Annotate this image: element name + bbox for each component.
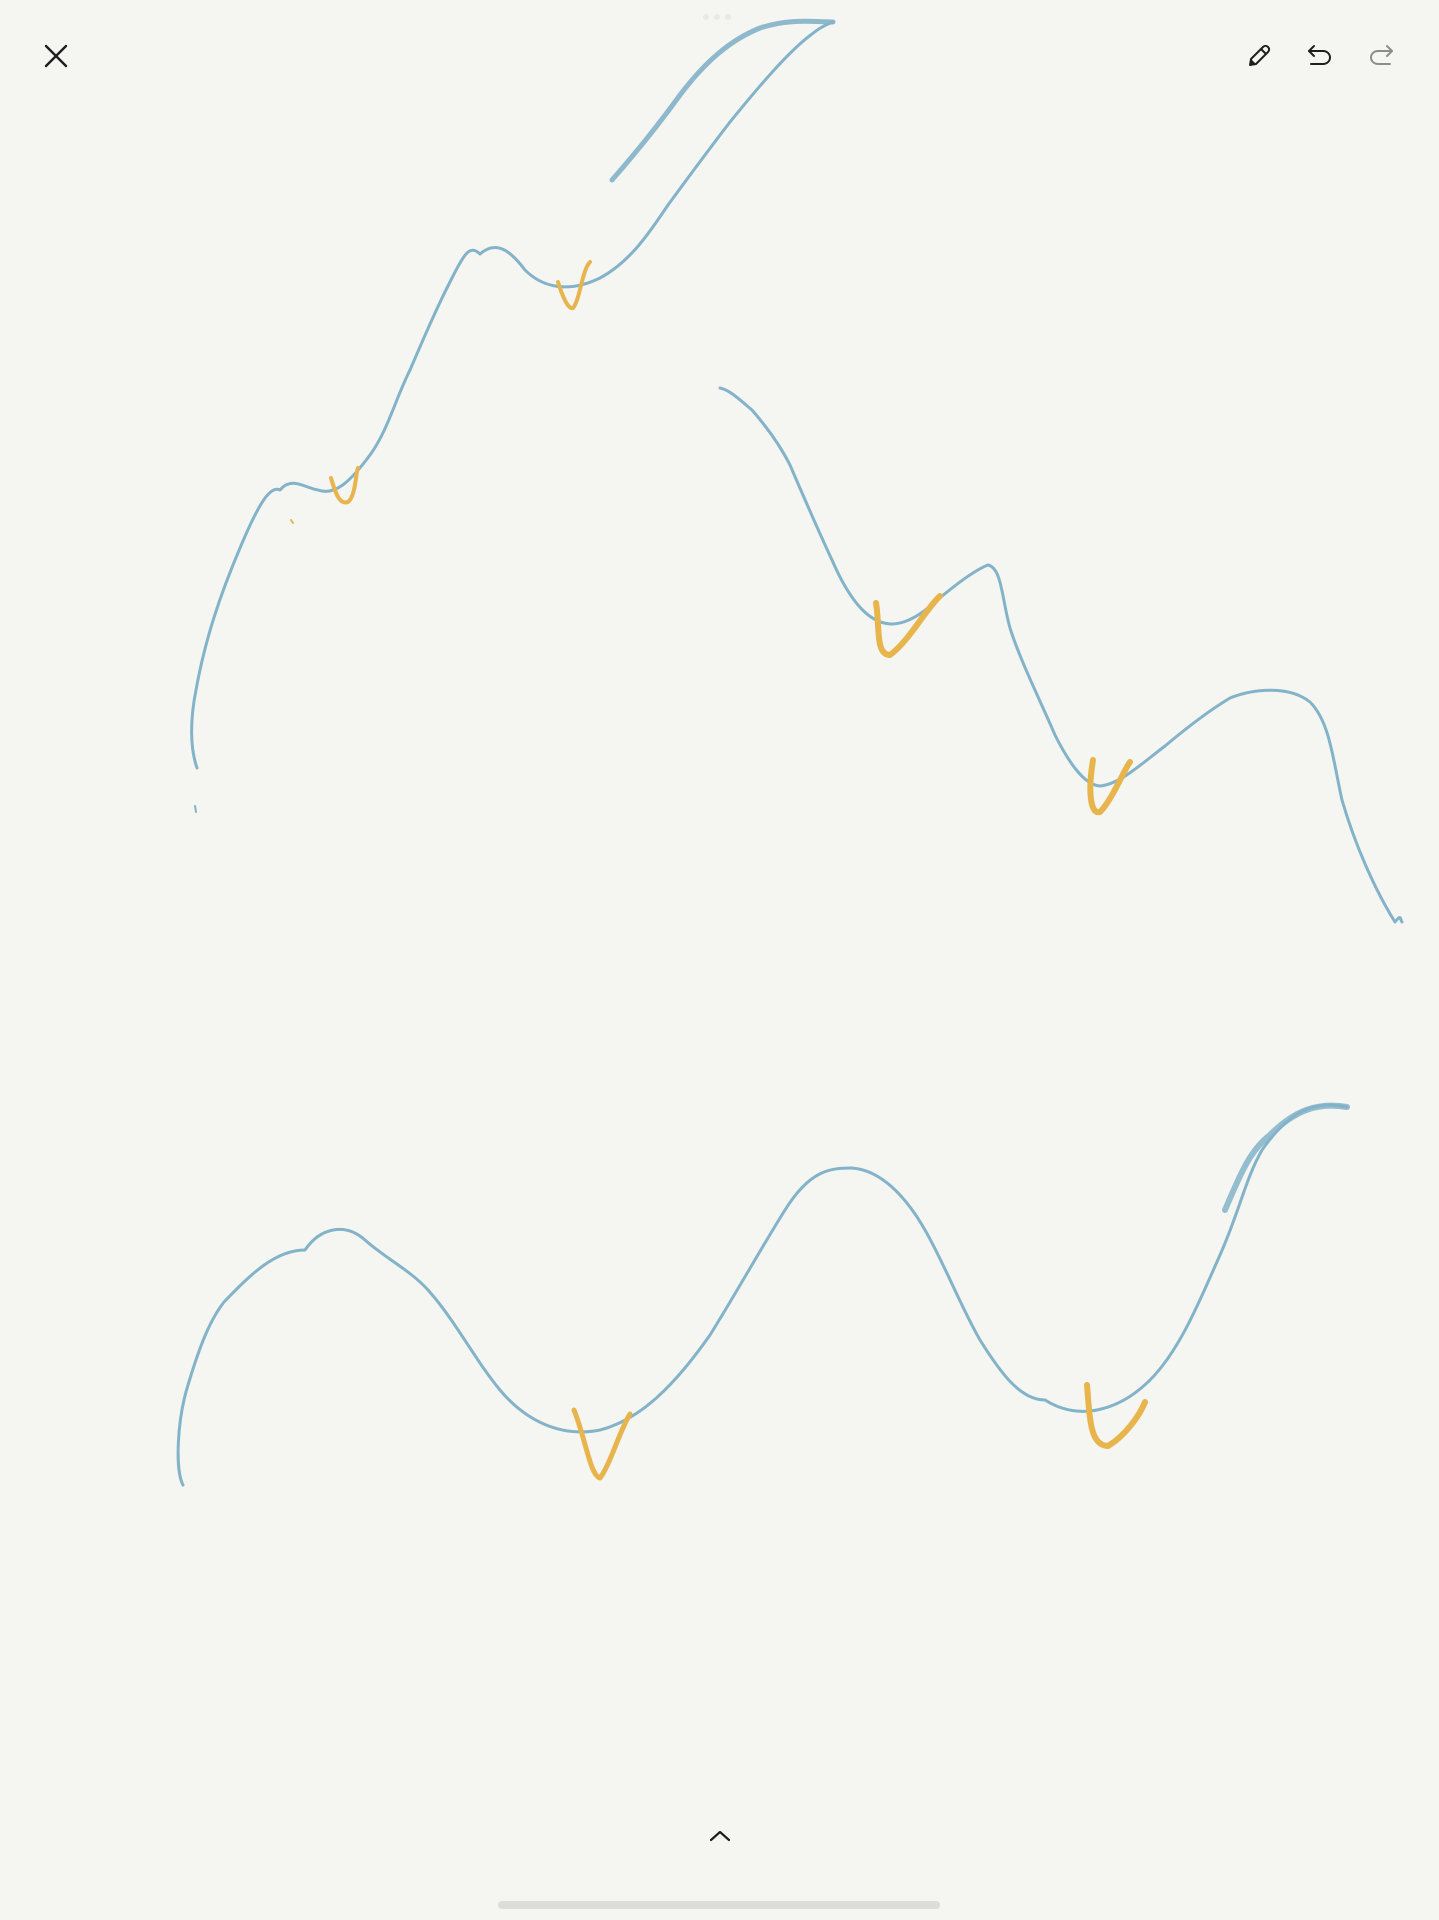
- undo-icon: [1308, 45, 1332, 65]
- expand-panel-button[interactable]: [698, 1816, 742, 1856]
- stroke-yellow-check-1: [329, 466, 360, 505]
- undo-button[interactable]: [1298, 34, 1342, 78]
- stroke-yellow-check-1b: [290, 519, 294, 524]
- stroke-blue-3: [718, 386, 1404, 924]
- stroke-yellow-check-4: [1087, 757, 1133, 816]
- home-indicator[interactable]: [498, 1901, 940, 1909]
- drag-handle[interactable]: [703, 14, 737, 20]
- stroke-blue-5: [1222, 1102, 1350, 1213]
- stroke-blue-2: [609, 18, 836, 183]
- drag-handle-dot: [725, 14, 731, 20]
- stroke-blue-1b: [194, 805, 197, 813]
- redo-button[interactable]: [1359, 34, 1403, 78]
- chevron-up-icon: [709, 1830, 731, 1842]
- stroke-blue-1: [190, 20, 835, 770]
- close-button[interactable]: [34, 34, 78, 78]
- stroke-yellow-check-2: [556, 260, 592, 311]
- pen-tool-button[interactable]: [1237, 34, 1281, 78]
- stroke-yellow-check-3: [873, 593, 943, 658]
- close-icon: [44, 44, 68, 68]
- drag-handle-dot: [714, 14, 720, 20]
- stroke-yellow-check-5: [571, 1407, 633, 1481]
- stroke-blue-4: [176, 1103, 1349, 1487]
- stroke-yellow-check-6: [1084, 1382, 1148, 1449]
- redo-icon: [1369, 45, 1393, 65]
- pencil-icon: [1249, 44, 1271, 66]
- drag-handle-dot: [703, 14, 709, 20]
